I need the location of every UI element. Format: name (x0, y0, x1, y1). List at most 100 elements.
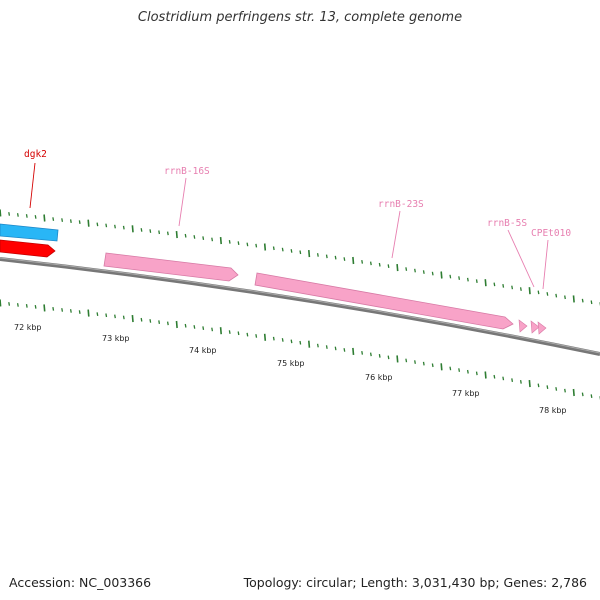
upper-track-minor-tick (114, 224, 116, 229)
scale-label-75kbp: 75 kbp (277, 359, 305, 368)
upper-track-major-tick (440, 271, 443, 279)
lower-track-minor-tick (246, 332, 249, 337)
upper-track-minor-tick (466, 277, 469, 282)
lower-track-minor-tick (405, 358, 408, 363)
lower-track-minor-tick (325, 345, 328, 349)
accession-label: Accession: (9, 575, 76, 590)
upper-track-major-tick (396, 264, 399, 272)
rrna-feature-16s[interactable] (103, 252, 239, 282)
upper-track-minor-tick (246, 242, 249, 247)
upper-track-minor-tick (422, 270, 425, 274)
upper-track-minor-tick (334, 255, 337, 260)
upper-track-minor-tick (511, 285, 514, 290)
lower-track-major-tick (308, 340, 311, 348)
lower-track-minor-tick (290, 339, 293, 344)
callout-rrnb-23s (391, 210, 401, 259)
upper-track-minor-tick (290, 249, 293, 253)
lower-track-minor-tick (69, 309, 72, 313)
lower-track-minor-tick (316, 343, 319, 348)
upper-track-major-tick (572, 295, 575, 303)
lower-track-minor-tick (272, 336, 275, 341)
upper-track-minor-tick (405, 267, 408, 271)
upper-track-minor-tick (281, 247, 284, 252)
lower-track-minor-tick (52, 306, 55, 311)
upper-track-major-tick (528, 287, 531, 295)
upper-track-minor-tick (519, 287, 522, 291)
upper-track-major-tick (131, 225, 134, 233)
rrna-feature-23s[interactable] (254, 272, 514, 330)
lower-track-minor-tick (537, 383, 540, 388)
cds-feature-red[interactable] (0, 239, 56, 258)
upper-track-minor-tick (299, 250, 302, 255)
cds-feature-cyan[interactable] (0, 223, 59, 242)
lower-track-minor-tick (546, 385, 549, 390)
upper-track-minor-tick (166, 231, 169, 236)
upper-track-minor-tick (184, 233, 187, 238)
lower-track-major-tick (396, 355, 399, 363)
upper-track-minor-tick (343, 257, 346, 261)
lower-track-minor-tick (140, 317, 143, 322)
lower-track-minor-tick (511, 378, 514, 383)
scale-label-72kbp: 72 kbp (14, 323, 42, 332)
upper-track-minor-tick (564, 295, 566, 300)
lower-track-minor-tick (193, 325, 196, 329)
upper-track-minor-tick (211, 237, 214, 242)
upper-track-major-tick (484, 279, 487, 287)
lower-track-minor-tick (166, 321, 169, 326)
lower-track-minor-tick (122, 315, 125, 320)
lower-track-minor-tick (16, 303, 19, 307)
lower-track-minor-tick (96, 312, 99, 317)
lower-track-minor-tick (475, 371, 478, 376)
lower-track-minor-tick (343, 348, 346, 352)
upper-track-minor-tick (414, 268, 416, 273)
lower-track-major-tick (263, 333, 267, 341)
lower-track-minor-tick (564, 388, 566, 393)
lower-track-minor-tick (228, 330, 231, 334)
upper-track-minor-tick (590, 300, 593, 305)
genome-backbone (0, 257, 600, 356)
upper-track-minor-tick (502, 283, 505, 288)
upper-track-minor-tick (449, 274, 452, 279)
scale-label-74kbp: 74 kbp (189, 346, 217, 355)
upper-track-minor-tick (158, 230, 161, 235)
lower-track-major-tick (87, 309, 90, 317)
lower-tick-track (0, 299, 600, 400)
upper-track-minor-tick (493, 282, 496, 287)
lower-track-minor-tick (369, 352, 372, 357)
lower-track-major-tick (572, 388, 575, 397)
callout-rrnb-16s (178, 177, 187, 227)
lower-track-major-tick (440, 363, 443, 371)
feature-label-dgk2: dgk2 (24, 149, 47, 160)
topology-info: Topology: circular; Length: 3,031,430 bp… (243, 575, 587, 590)
lower-track-minor-tick (414, 360, 416, 364)
scale-label-76kbp: 76 kbp (365, 373, 393, 382)
lower-track-major-tick (528, 380, 531, 388)
trna-feature-a[interactable] (530, 320, 540, 334)
upper-track-minor-tick (52, 217, 55, 221)
upper-track-minor-tick (255, 243, 258, 248)
callout-cpet010 (542, 239, 549, 290)
callout-rrnb-5s (507, 229, 535, 288)
lower-track-minor-tick (281, 338, 284, 342)
upper-track-minor-tick (149, 229, 152, 233)
rrna-feature-5s[interactable] (518, 319, 528, 333)
scale-label-78kbp: 78 kbp (539, 406, 567, 415)
upper-track-major-tick (263, 243, 267, 251)
map-title: Clostridium perfringens str. 13, complet… (137, 10, 463, 25)
lower-track-major-tick (43, 304, 46, 312)
lower-track-minor-tick (502, 376, 505, 381)
lower-track-minor-tick (555, 387, 558, 391)
trna-feature-b[interactable] (537, 321, 547, 335)
lower-track-minor-tick (114, 314, 116, 319)
upper-track-minor-tick (105, 223, 108, 228)
upper-track-minor-tick (325, 254, 328, 259)
upper-track-minor-tick (458, 276, 461, 280)
lower-track-minor-tick (105, 313, 108, 318)
accession-value: NC_003366 (79, 575, 152, 590)
scale-label-73kbp: 73 kbp (102, 334, 130, 343)
lower-track-minor-tick (78, 310, 81, 314)
lower-track-major-tick (131, 315, 134, 323)
upper-track-minor-tick (193, 235, 196, 239)
upper-track-minor-tick (140, 228, 143, 232)
